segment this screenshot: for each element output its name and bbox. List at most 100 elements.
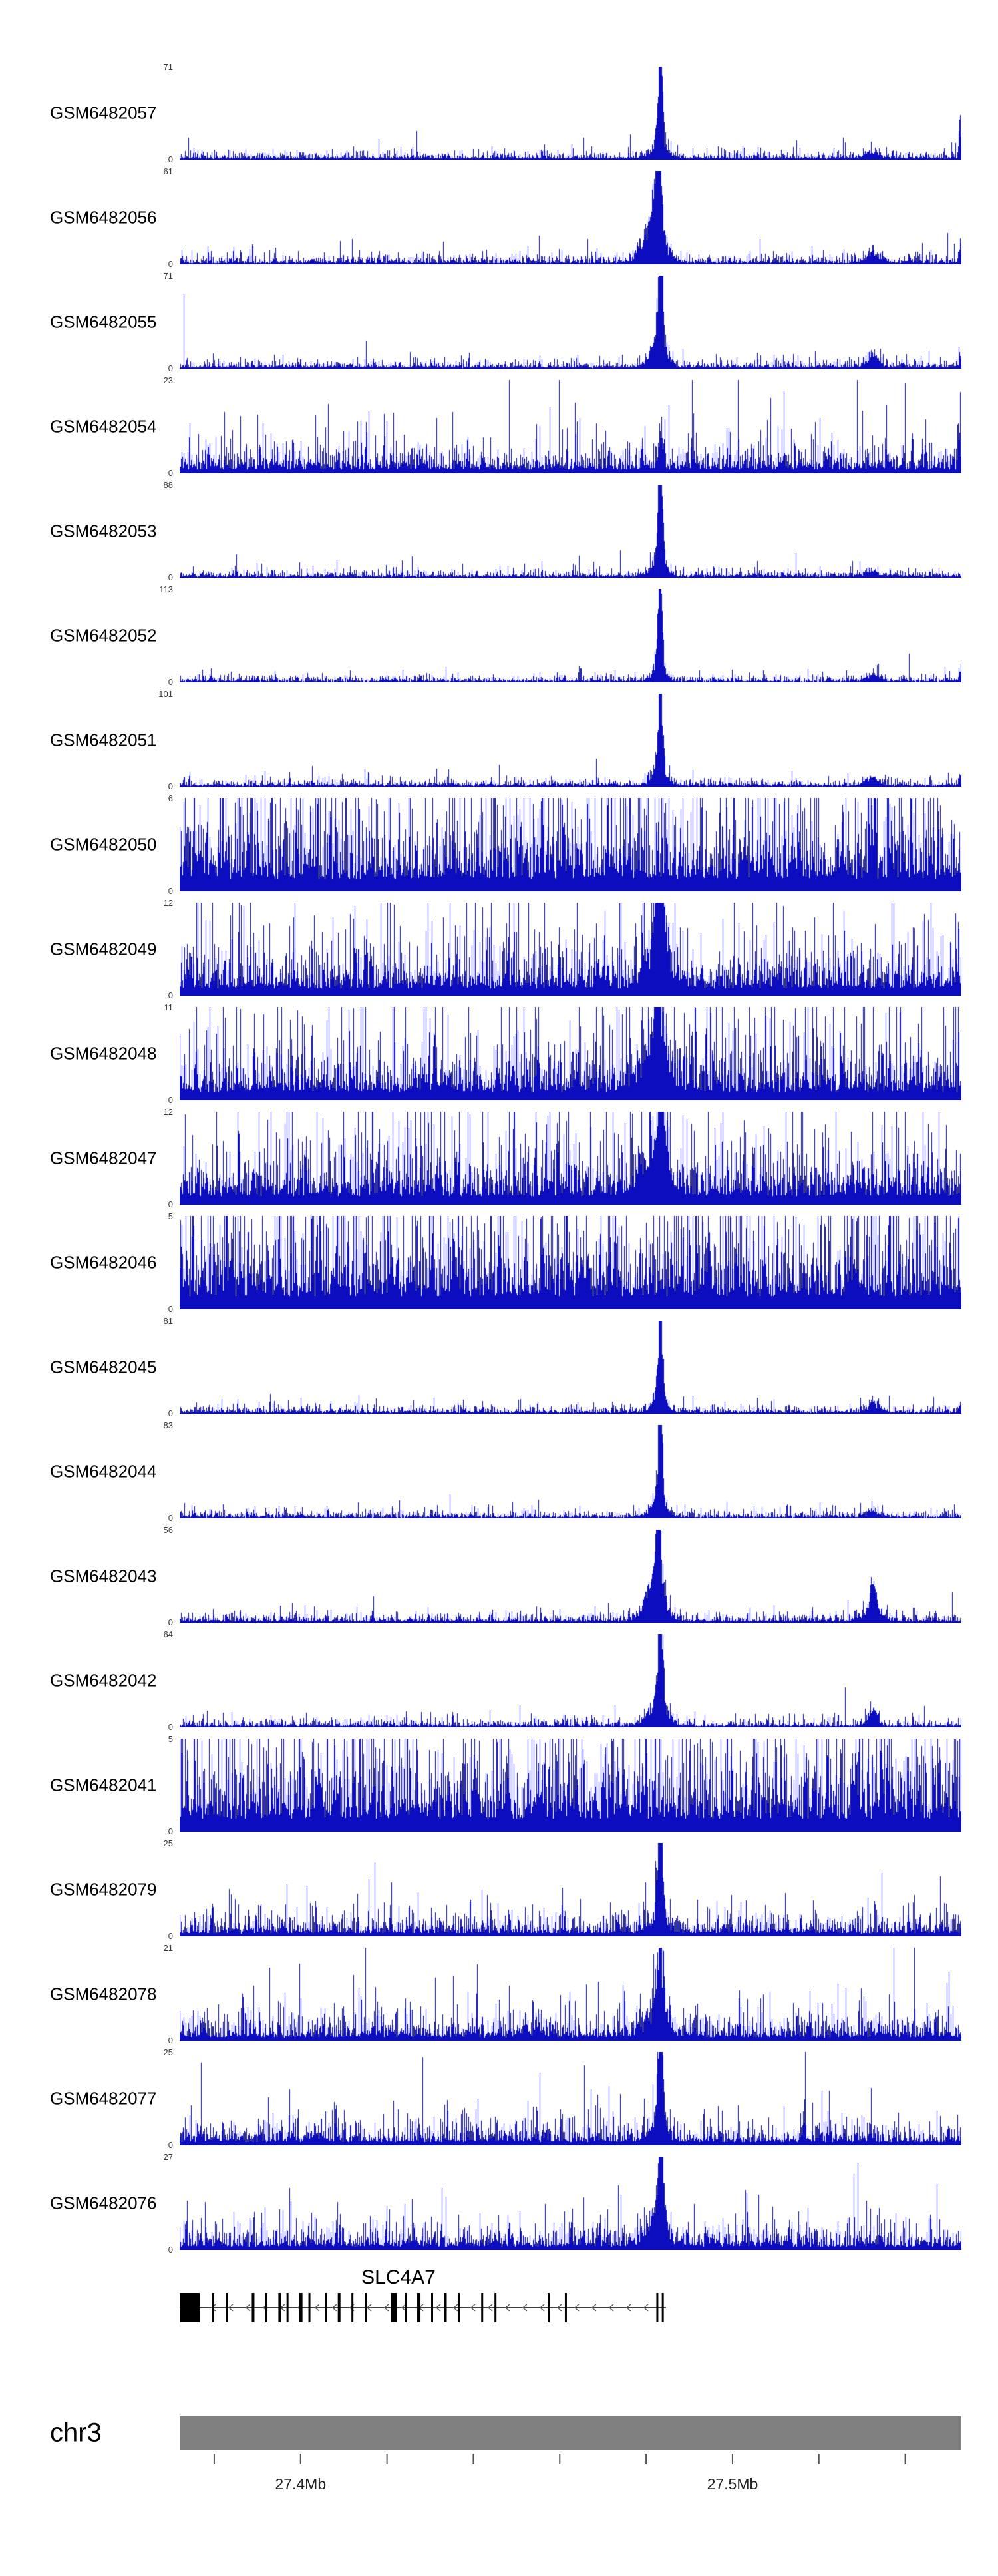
- y-axis-zero-label: 0: [168, 886, 173, 896]
- coverage-track: GSM6482056 61 0: [0, 166, 998, 269]
- exon-block: [564, 2293, 567, 2322]
- coverage-signal-plot: [180, 1321, 961, 1414]
- coverage-track: GSM6482048 11 0: [0, 1002, 998, 1105]
- y-axis-zero-label: 0: [168, 1199, 173, 1209]
- sample-label: GSM6482054: [50, 416, 157, 437]
- coverage-track: GSM6482052 113 0: [0, 584, 998, 687]
- coverage-signal-plot: [180, 1216, 961, 1309]
- coverage-track: GSM6482054 23 0: [0, 375, 998, 478]
- y-axis-zero-label: 0: [168, 1617, 173, 1627]
- y-axis-max-label: 71: [163, 271, 173, 281]
- coverage-track: GSM6482051 101 0: [0, 689, 998, 791]
- sample-label: GSM6482052: [50, 625, 157, 646]
- axis-tick-label: 27.5Mb: [707, 2475, 758, 2493]
- coverage-track: GSM6482057 71 0: [0, 62, 998, 164]
- y-axis-max-label: 113: [159, 584, 173, 594]
- coverage-signal-plot: [180, 589, 961, 682]
- coverage-track: GSM6482076 27 0: [0, 2152, 998, 2254]
- sample-label: GSM6482055: [50, 312, 157, 332]
- exon-block: [481, 2293, 484, 2322]
- coverage-track: GSM6482078 21 0: [0, 1943, 998, 2045]
- sample-label: GSM6482079: [50, 1879, 157, 1900]
- coverage-signal-plot: [180, 694, 961, 787]
- y-axis-zero-label: 0: [168, 572, 173, 582]
- exon-block: [308, 2293, 311, 2322]
- y-axis-max-label: 61: [163, 166, 173, 176]
- sample-label: GSM6482048: [50, 1043, 157, 1064]
- coverage-signal-plot: [180, 1948, 961, 2041]
- coverage-signal-plot: [180, 1739, 961, 1832]
- left-strand-arrow-icon: [591, 2304, 597, 2312]
- left-strand-arrow-icon: [383, 2304, 389, 2312]
- y-axis-zero-label: 0: [168, 1095, 173, 1105]
- coverage-signal-plot: [180, 1530, 961, 1623]
- chromosome-label: chr3: [50, 2418, 102, 2448]
- exon-block: [337, 2293, 341, 2322]
- y-axis-zero-label: 0: [168, 677, 173, 687]
- left-strand-arrow-icon: [401, 2304, 407, 2312]
- left-strand-arrow-icon: [487, 2304, 493, 2312]
- coverage-track: GSM6482053 88 0: [0, 480, 998, 582]
- y-axis-max-label: 12: [163, 898, 173, 908]
- left-strand-arrow-icon: [228, 2304, 234, 2312]
- coordinate-ruler: 27.4Mb 27.5Mb: [213, 2454, 906, 2493]
- coverage-signal-plot: [180, 485, 961, 578]
- left-strand-arrow-icon: [331, 2304, 337, 2312]
- coverage-track: GSM6482044 83 0: [0, 1420, 998, 1523]
- y-axis-max-label: 6: [168, 793, 173, 803]
- sample-label: GSM6482046: [50, 1252, 157, 1273]
- y-axis-zero-label: 0: [168, 363, 173, 373]
- coverage-track: GSM6482045 81 0: [0, 1316, 998, 1418]
- y-axis-zero-label: 0: [168, 2140, 173, 2150]
- y-axis-zero-label: 0: [168, 1931, 173, 1941]
- sample-label: GSM6482041: [50, 1775, 157, 1795]
- left-strand-arrow-icon: [643, 2304, 649, 2312]
- y-axis-max-label: 23: [163, 375, 173, 385]
- left-strand-arrow-icon: [504, 2304, 510, 2312]
- coverage-signal-plot: [180, 380, 961, 473]
- gene-name-label: SLC4A7: [361, 2266, 436, 2288]
- coverage-track: GSM6482043 56 0: [0, 1525, 998, 1627]
- sample-label: GSM6482047: [50, 1148, 157, 1168]
- coverage-track: GSM6482047 12 0: [0, 1107, 998, 1209]
- exon-block: [278, 2293, 281, 2322]
- coverage-signal-plot: [180, 903, 961, 996]
- genome-axis-track: chr3 27.4Mb 27.5Mb: [0, 2416, 998, 2549]
- y-axis-max-label: 83: [163, 1420, 173, 1430]
- exon-block: [265, 2293, 267, 2322]
- coverage-signal-plot: [180, 1112, 961, 1205]
- axis-ticks: [213, 2454, 906, 2464]
- y-axis-max-label: 81: [163, 1316, 173, 1326]
- y-axis-zero-label: 0: [168, 781, 173, 791]
- y-axis-max-label: 56: [163, 1525, 173, 1535]
- y-axis-zero-label: 0: [168, 1304, 173, 1314]
- sample-label: GSM6482076: [50, 2193, 157, 2213]
- exon-block: [444, 2293, 447, 2322]
- y-axis-max-label: 25: [163, 2047, 173, 2057]
- sample-label: GSM6482042: [50, 1670, 157, 1691]
- sample-label: GSM6482053: [50, 521, 157, 541]
- y-axis-max-label: 101: [158, 689, 173, 699]
- coverage-track: GSM6482049 12 0: [0, 898, 998, 1000]
- exon-block: [180, 2293, 200, 2322]
- sample-label: GSM6482077: [50, 2088, 157, 2109]
- left-strand-arrow-icon: [314, 2304, 320, 2312]
- coverage-track: GSM6482050 6 0: [0, 793, 998, 896]
- coverage-signal-plot: [180, 2157, 961, 2250]
- left-strand-arrow-icon: [452, 2304, 458, 2312]
- y-axis-zero-label: 0: [168, 1513, 173, 1523]
- sample-label: GSM6482045: [50, 1357, 157, 1377]
- coverage-signal-plot: [180, 67, 961, 160]
- exon-block: [494, 2293, 497, 2322]
- y-axis-max-label: 12: [163, 1107, 173, 1117]
- sample-label: GSM6482078: [50, 1984, 157, 2004]
- exon-block: [405, 2293, 407, 2322]
- y-axis-zero-label: 0: [168, 1826, 173, 1836]
- exon-block: [286, 2293, 289, 2322]
- left-strand-arrow-icon: [470, 2304, 476, 2312]
- coverage-signal-plot: [180, 276, 961, 369]
- exon-block: [299, 2293, 303, 2322]
- left-strand-arrow-icon: [608, 2304, 614, 2312]
- sample-label: GSM6482056: [50, 207, 157, 228]
- y-axis-zero-label: 0: [168, 2245, 173, 2254]
